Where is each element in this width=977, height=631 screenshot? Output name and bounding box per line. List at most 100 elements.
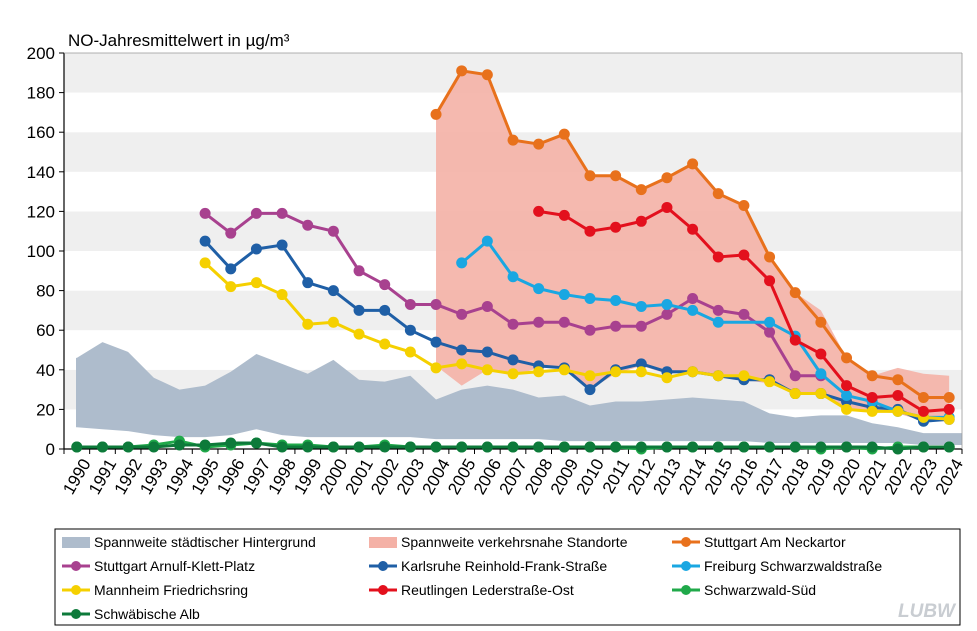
data-point [764, 441, 776, 453]
data-point [635, 215, 647, 227]
data-point [738, 199, 750, 211]
data-point [764, 316, 776, 328]
range-bands [76, 70, 962, 446]
data-point [481, 441, 493, 453]
data-point [661, 308, 673, 320]
data-point [558, 364, 570, 376]
legend-label: Stuttgart Am Neckartor [704, 534, 846, 550]
legend-label: Spannweite verkehrsnahe Standorte [401, 534, 628, 550]
data-point [456, 257, 468, 269]
data-point [379, 304, 391, 316]
series-schwäbische-alb [71, 437, 955, 455]
data-point [918, 392, 930, 404]
data-point [507, 368, 519, 380]
data-point [456, 441, 468, 453]
data-point [558, 289, 570, 301]
data-point [558, 128, 570, 140]
data-point [225, 263, 237, 275]
data-point [507, 271, 519, 283]
data-point [430, 298, 442, 310]
data-point [456, 344, 468, 356]
data-point [404, 441, 416, 453]
y-tick-label: 160 [27, 123, 55, 142]
series-stuttgart-am-neckartor [430, 65, 955, 404]
data-point [815, 441, 827, 453]
data-point [661, 201, 673, 213]
data-point [404, 324, 416, 336]
data-point [712, 316, 724, 328]
data-point [943, 441, 955, 453]
data-point [481, 235, 493, 247]
legend-swatch [62, 537, 90, 548]
data-point [481, 300, 493, 312]
chart-title: NO-Jahresmittelwert in µg/m³ [68, 31, 290, 50]
data-point [789, 287, 801, 299]
data-point [327, 285, 339, 297]
data-point [404, 346, 416, 358]
legend-marker [378, 561, 388, 571]
data-point [610, 441, 622, 453]
data-point [327, 225, 339, 237]
data-point [635, 441, 647, 453]
data-point [507, 354, 519, 366]
y-tick-label: 200 [27, 44, 55, 63]
legend: Spannweite städtischer Hintergrund Spannw… [54, 528, 961, 626]
x-tick-label: 2010 [572, 456, 607, 498]
data-point [456, 308, 468, 320]
data-point [712, 441, 724, 453]
data-point [430, 336, 442, 348]
legend-label: Schwarzwald-Süd [704, 582, 816, 598]
data-point [866, 405, 878, 417]
data-point [712, 251, 724, 263]
data-point [96, 441, 108, 453]
data-point [276, 441, 288, 453]
legend-swatch [369, 537, 397, 548]
data-point [764, 275, 776, 287]
data-point [687, 304, 699, 316]
y-tick-label: 40 [36, 361, 55, 380]
data-point [302, 219, 314, 231]
data-point [276, 207, 288, 219]
data-point [892, 374, 904, 386]
data-point [584, 384, 596, 396]
data-point [866, 392, 878, 404]
data-point [404, 298, 416, 310]
data-point [533, 366, 545, 378]
legend-label: Stuttgart Arnulf-Klett-Platz [94, 558, 255, 574]
data-point [764, 326, 776, 338]
band-urban-background [76, 342, 962, 446]
data-point [687, 293, 699, 305]
data-point [584, 170, 596, 182]
data-point [276, 239, 288, 251]
data-point [610, 170, 622, 182]
data-point [430, 362, 442, 374]
data-point [199, 207, 211, 219]
band-traffic-sites [436, 70, 950, 422]
data-point [661, 441, 673, 453]
data-point [712, 304, 724, 316]
data-point [635, 366, 647, 378]
legend-label: Karlsruhe Reinhold-Frank-Straße [401, 558, 607, 574]
data-point [148, 441, 160, 453]
data-point [250, 207, 262, 219]
data-point [712, 370, 724, 382]
data-point [481, 346, 493, 358]
data-point [738, 249, 750, 261]
data-point [635, 184, 647, 196]
data-point [892, 390, 904, 402]
data-point [533, 283, 545, 295]
grid-band [64, 53, 962, 93]
data-point [610, 320, 622, 332]
y-tick-label: 60 [36, 321, 55, 340]
legend-marker [681, 585, 691, 595]
data-point [687, 158, 699, 170]
legend-box [54, 528, 961, 626]
data-point [841, 380, 853, 392]
data-point [738, 308, 750, 320]
data-point [558, 316, 570, 328]
data-point [507, 441, 519, 453]
data-point [302, 277, 314, 289]
legend-marker [71, 609, 81, 619]
data-point [379, 279, 391, 291]
